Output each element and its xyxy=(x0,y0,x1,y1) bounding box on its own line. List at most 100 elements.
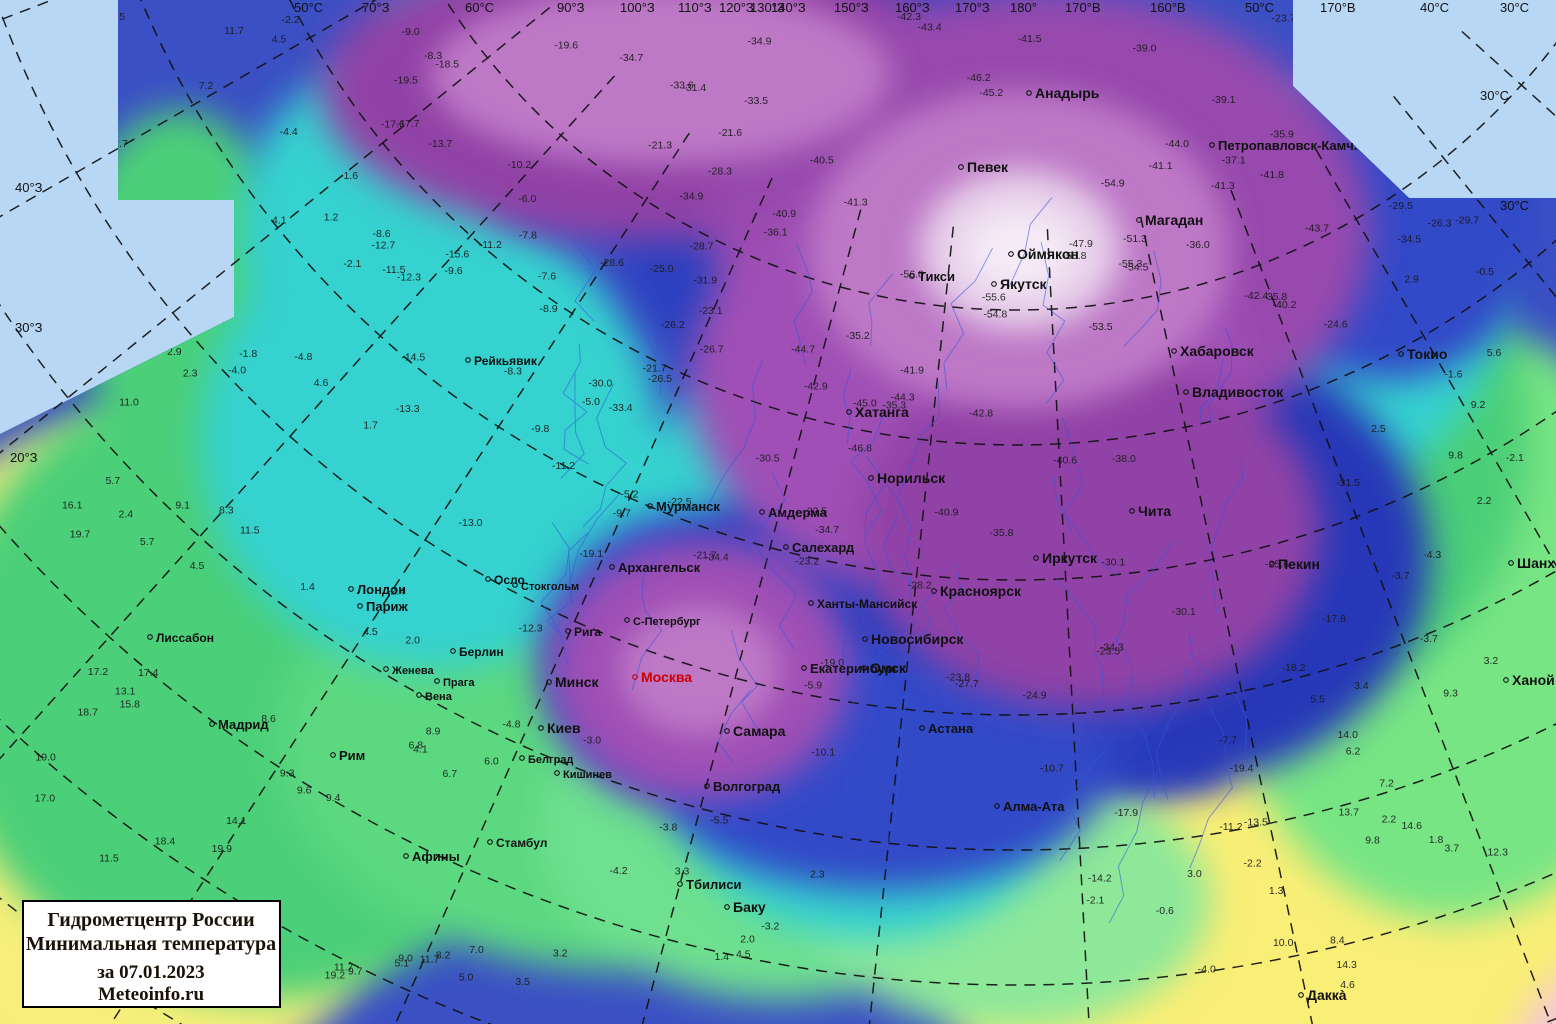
svg-text:170°В: 170°В xyxy=(1065,0,1101,15)
svg-text:-39.1: -39.1 xyxy=(1212,94,1236,106)
svg-text:-31.9: -31.9 xyxy=(693,274,717,286)
svg-text:Минск: Минск xyxy=(555,674,600,690)
svg-text:Стамбул: Стамбул xyxy=(496,836,547,850)
svg-text:9.8: 9.8 xyxy=(1448,449,1463,461)
svg-text:Самара: Самара xyxy=(733,723,786,739)
svg-text:-4.0: -4.0 xyxy=(228,365,246,377)
svg-text:-12.3: -12.3 xyxy=(519,622,543,634)
svg-text:Стокгольм: Стокгольм xyxy=(521,581,579,593)
svg-text:3.7: 3.7 xyxy=(1444,843,1459,855)
svg-text:9.4: 9.4 xyxy=(326,792,341,804)
svg-text:-41.8: -41.8 xyxy=(1260,169,1284,181)
svg-text:-17.8: -17.8 xyxy=(1322,613,1346,625)
svg-text:-28.6: -28.6 xyxy=(600,257,624,269)
svg-text:-0.5: -0.5 xyxy=(1476,266,1494,278)
svg-text:Оймякон: Оймякон xyxy=(1017,246,1079,262)
svg-text:-37.1: -37.1 xyxy=(1222,154,1246,166)
svg-text:17.4: 17.4 xyxy=(138,667,159,679)
svg-text:-3.7: -3.7 xyxy=(1391,570,1409,582)
svg-text:Шанхай: Шанхай xyxy=(1517,555,1556,571)
svg-text:Лиссабон: Лиссабон xyxy=(156,631,214,645)
svg-text:4.6: 4.6 xyxy=(314,377,329,389)
svg-text:-2.1: -2.1 xyxy=(343,258,361,270)
svg-text:7.2: 7.2 xyxy=(1379,778,1394,790)
svg-text:-41.3: -41.3 xyxy=(844,197,868,209)
svg-text:140°З: 140°З xyxy=(771,0,806,15)
svg-text:-33.4: -33.4 xyxy=(609,402,633,414)
svg-text:-1.8: -1.8 xyxy=(239,348,257,360)
svg-text:-14.5: -14.5 xyxy=(401,351,425,363)
svg-text:-26.7: -26.7 xyxy=(700,343,724,355)
svg-text:150°З: 150°З xyxy=(834,0,869,15)
svg-text:-30.1: -30.1 xyxy=(1172,606,1196,618)
svg-text:-23.2: -23.2 xyxy=(795,555,819,567)
svg-text:-34.5: -34.5 xyxy=(1397,233,1421,245)
svg-text:18.7: 18.7 xyxy=(77,706,98,718)
svg-text:8.4: 8.4 xyxy=(1330,934,1345,946)
svg-text:Амдерма: Амдерма xyxy=(768,505,828,520)
svg-text:-9.8: -9.8 xyxy=(531,423,549,435)
svg-text:-21.6: -21.6 xyxy=(718,127,742,139)
svg-text:5.0: 5.0 xyxy=(459,972,474,984)
svg-text:-54.8: -54.8 xyxy=(983,309,1007,321)
svg-text:Женева: Женева xyxy=(391,665,434,677)
svg-text:-30.1: -30.1 xyxy=(1101,556,1125,568)
svg-text:Рига: Рига xyxy=(574,625,601,639)
svg-text:9.2: 9.2 xyxy=(1471,399,1486,411)
svg-text:Белград: Белград xyxy=(528,754,573,766)
svg-text:Афины: Афины xyxy=(412,849,460,864)
svg-text:-9.6: -9.6 xyxy=(444,265,462,277)
svg-text:-18.5: -18.5 xyxy=(435,58,459,70)
svg-text:-2.2: -2.2 xyxy=(281,14,299,26)
svg-text:-4.8: -4.8 xyxy=(502,719,520,731)
svg-text:9.8: 9.8 xyxy=(1365,835,1380,847)
svg-text:-34.9: -34.9 xyxy=(679,190,703,202)
svg-text:-24.6: -24.6 xyxy=(1324,319,1348,331)
svg-text:Алма-Ата: Алма-Ата xyxy=(1003,799,1065,814)
svg-text:Даккà: Даккà xyxy=(1307,987,1347,1003)
svg-text:Кишинев: Кишинев xyxy=(563,769,612,781)
svg-text:-13.0: -13.0 xyxy=(459,517,483,529)
svg-text:-4.4: -4.4 xyxy=(280,126,298,138)
svg-text:-23.8: -23.8 xyxy=(946,672,970,684)
svg-text:180°: 180° xyxy=(1010,0,1037,15)
svg-text:-41.9: -41.9 xyxy=(900,365,924,377)
svg-text:4.5: 4.5 xyxy=(363,626,378,638)
svg-text:-14.2: -14.2 xyxy=(1088,873,1112,885)
svg-text:4.1: 4.1 xyxy=(272,215,287,227)
svg-text:-28.3: -28.3 xyxy=(708,165,732,177)
svg-text:Пекин: Пекин xyxy=(1278,556,1320,572)
svg-text:-42.9: -42.9 xyxy=(804,380,828,392)
svg-text:10.0: 10.0 xyxy=(1273,937,1294,949)
svg-text:-9.7: -9.7 xyxy=(613,508,631,520)
svg-text:Владивосток: Владивосток xyxy=(1192,384,1284,400)
svg-text:Якутск: Якутск xyxy=(1000,276,1047,292)
svg-text:16.1: 16.1 xyxy=(62,499,83,511)
svg-text:9.1: 9.1 xyxy=(175,500,190,512)
svg-text:Певек: Певек xyxy=(967,159,1009,175)
svg-text:Магадан: Магадан xyxy=(1145,212,1203,228)
svg-text:-44.3: -44.3 xyxy=(891,391,915,403)
svg-text:-4.0: -4.0 xyxy=(1198,963,1216,975)
svg-text:-2.1: -2.1 xyxy=(1506,452,1524,464)
svg-text:-28.2: -28.2 xyxy=(908,579,932,591)
svg-text:-21.3: -21.3 xyxy=(648,140,672,152)
svg-text:Токио: Токио xyxy=(1407,346,1447,362)
svg-text:Омск: Омск xyxy=(870,660,907,676)
svg-text:Лондон: Лондон xyxy=(357,582,406,597)
svg-text:-19.4: -19.4 xyxy=(1230,762,1254,774)
svg-text:-30.0: -30.0 xyxy=(588,377,612,389)
svg-text:-55.3: -55.3 xyxy=(1118,258,1142,270)
svg-text:-12.7: -12.7 xyxy=(371,240,395,252)
svg-text:-34.4: -34.4 xyxy=(705,552,729,564)
svg-text:-24.9: -24.9 xyxy=(1023,689,1047,701)
svg-text:-7.7: -7.7 xyxy=(1219,735,1237,747)
svg-text:-46.8: -46.8 xyxy=(848,443,872,455)
svg-text:Мурманск: Мурманск xyxy=(656,499,720,514)
svg-text:1.4: 1.4 xyxy=(300,581,315,593)
svg-text:-19.6: -19.6 xyxy=(554,39,578,51)
svg-text:Мадрид: Мадрид xyxy=(218,717,269,732)
svg-text:-13.5: -13.5 xyxy=(1244,817,1268,829)
svg-text:6.7: 6.7 xyxy=(442,768,457,780)
svg-text:-38.0: -38.0 xyxy=(1112,453,1136,465)
